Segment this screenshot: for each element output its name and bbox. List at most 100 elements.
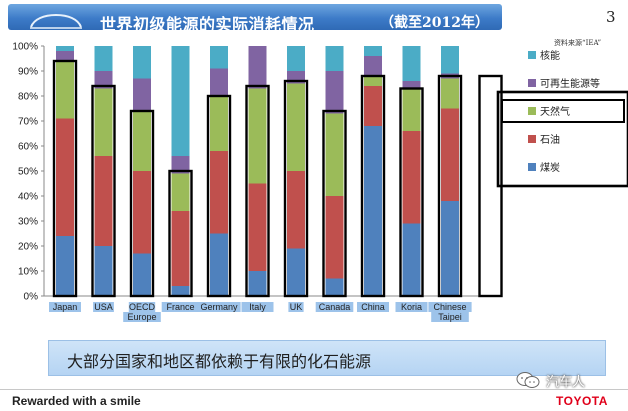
source-note: 资料来源“IEA”	[554, 39, 602, 47]
title-banner: 世界初级能源的实际消耗情况 （截至2012年）	[8, 4, 502, 34]
legend-swatch	[528, 107, 536, 115]
bar-segment	[402, 131, 421, 224]
highlight-box	[206, 94, 232, 298]
watermark-text: 汽车人	[546, 375, 586, 390]
bar-segment	[364, 56, 382, 76]
y-tick-label: 80%	[18, 92, 38, 103]
x-tick-label: UK	[290, 302, 303, 312]
bar-segment	[287, 83, 305, 171]
bar-segment	[364, 86, 382, 126]
highlight-box	[283, 79, 309, 298]
legend-label: 核能	[540, 49, 560, 62]
highlight-box	[399, 87, 424, 298]
x-tick-label: Taipei	[438, 312, 462, 322]
message-box: 大部分国家和地区都依赖于有限的化石能源	[48, 340, 606, 376]
bar-segment	[94, 71, 113, 89]
x-tick-label: Canada	[319, 302, 351, 312]
bar-segment	[287, 248, 305, 296]
legend-label: 石油	[540, 133, 560, 146]
footer-slogan: Rewarded with a smile	[12, 394, 141, 408]
bar-segment	[171, 286, 190, 296]
footer-divider	[0, 389, 628, 390]
x-tick-label-bg	[128, 302, 156, 312]
y-tick-label: 90%	[18, 67, 38, 78]
bar-segment	[56, 118, 74, 236]
highlight-box	[437, 74, 463, 298]
x-tick-label: Japan	[53, 302, 78, 312]
y-tick-label: 70%	[18, 117, 38, 128]
bar-segment	[133, 78, 151, 111]
y-tick-label: 50%	[18, 167, 38, 178]
bar-segment	[441, 78, 459, 109]
x-tick-label-bg	[123, 312, 161, 322]
watermark: 汽车人	[516, 370, 626, 390]
x-tick-label-bg	[431, 312, 469, 322]
y-tick-label: 60%	[18, 142, 38, 153]
legend-swatch	[528, 135, 536, 143]
x-tick-label: OECD	[129, 302, 156, 312]
x-tick-label: USA	[94, 302, 113, 312]
bar-segment	[133, 46, 151, 79]
x-tick-label-bg	[395, 302, 428, 312]
bar-segment	[325, 113, 344, 196]
bar-segment	[441, 201, 459, 296]
bar-segment	[210, 96, 228, 151]
bar-segment	[364, 46, 382, 56]
bar-segment	[56, 61, 74, 119]
bar-segment	[441, 108, 459, 201]
bar-segment	[248, 183, 267, 271]
highlight-box	[52, 59, 78, 298]
x-tick-label: Koria	[401, 302, 422, 312]
x-tick-label: Italy	[249, 302, 266, 312]
legend-label: 可再生能源等	[540, 77, 600, 90]
bar-segment	[56, 236, 74, 296]
bar-segment	[171, 46, 190, 156]
x-tick-label-bg	[288, 302, 304, 312]
bar-segment	[248, 46, 267, 89]
bar-segment	[441, 46, 459, 74]
x-tick-label-bg	[197, 302, 241, 312]
bar-segment	[402, 46, 421, 81]
x-tick-label: Germany	[200, 302, 238, 312]
legend-swatch	[528, 163, 536, 171]
x-tick-label-bg	[241, 302, 274, 312]
legend-label: 煤炭	[540, 161, 560, 174]
bar-segment	[133, 171, 151, 254]
bar-segment	[94, 246, 113, 296]
bar-segment	[133, 253, 151, 296]
slide-number: 3	[606, 8, 616, 26]
message-text: 大部分国家和地区都依赖于有限的化石能源	[67, 352, 372, 371]
bar-segment	[248, 88, 267, 184]
x-tick-label-bg	[49, 302, 81, 312]
highlight-box	[360, 74, 386, 298]
chat-bubbles-icon	[516, 372, 540, 388]
highlight-box	[168, 169, 193, 298]
bar-segment	[402, 81, 421, 89]
legend-swatch	[528, 51, 536, 59]
car-outline-icon	[30, 13, 82, 29]
x-tick-label: Europe	[127, 312, 156, 322]
legend-label: 天然气	[540, 105, 570, 118]
bar-segment	[364, 76, 382, 86]
toyota-logo: TOYOTA	[556, 394, 608, 408]
bar-segment	[325, 71, 344, 114]
x-tick-label: China	[361, 302, 385, 312]
bar-segment	[210, 46, 228, 69]
x-tick-label-bg	[161, 302, 200, 312]
bar-segment	[325, 46, 344, 71]
bar-segment	[94, 46, 113, 71]
bar-segment	[171, 173, 190, 211]
x-tick-label-bg	[428, 302, 472, 312]
legend-swatch	[528, 79, 536, 87]
y-tick-label: 20%	[18, 242, 38, 253]
bar-segment	[210, 233, 228, 296]
y-tick-label: 30%	[18, 217, 38, 228]
bar-segment	[325, 278, 344, 296]
bar-segment	[402, 88, 421, 131]
bar-segment	[248, 271, 267, 296]
bar-segment	[210, 151, 228, 234]
x-tick-label-bg	[315, 302, 354, 312]
bar-segment	[210, 68, 228, 96]
bar-segment	[402, 223, 421, 296]
